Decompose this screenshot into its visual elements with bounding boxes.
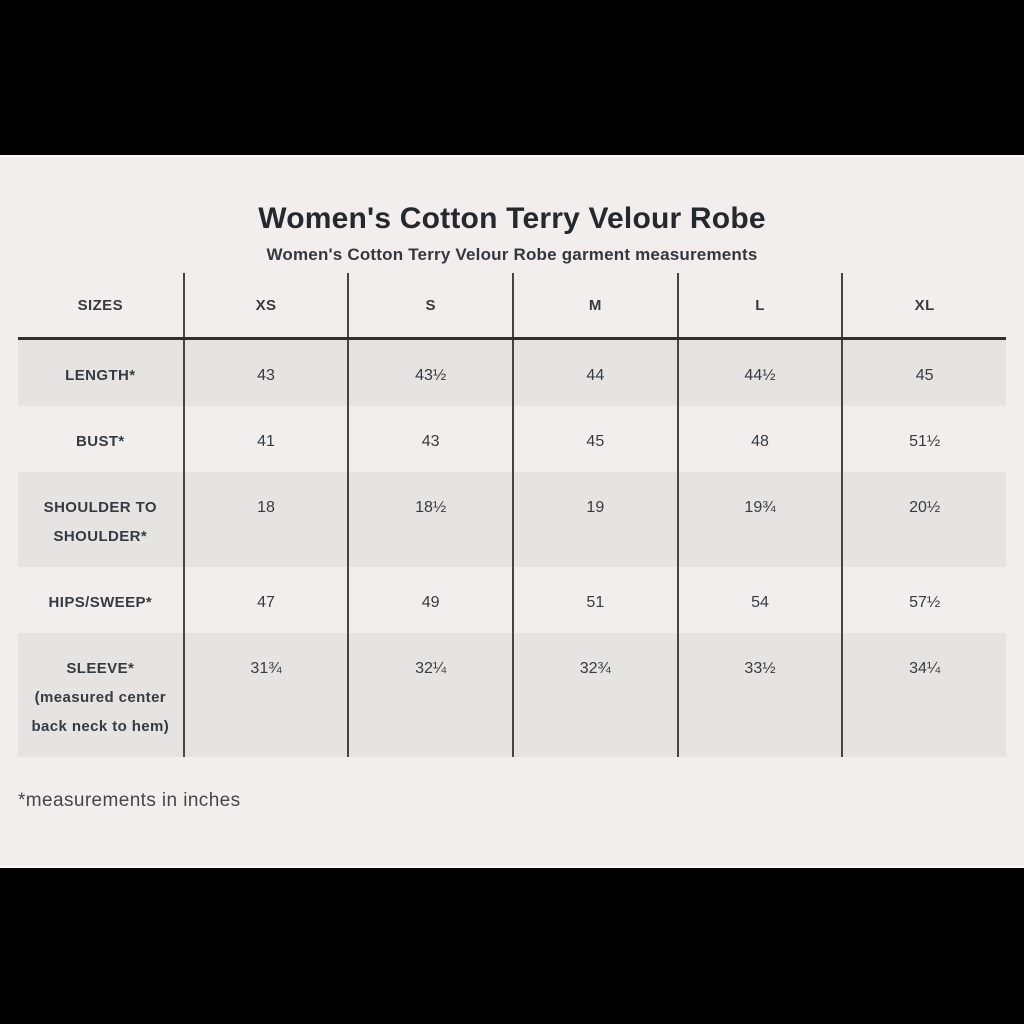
cell-value: 51 <box>512 567 677 633</box>
table-body: LENGTH* 43 43½ 44 44½ 45 BUST* 41 43 45 … <box>18 340 1006 757</box>
cell-value: 18 <box>182 472 348 567</box>
cell-value: 51½ <box>841 406 1006 472</box>
row-label: LENGTH* <box>65 367 136 384</box>
letterbox-bottom <box>0 868 1024 1024</box>
cell-value: 43 <box>182 340 348 406</box>
column-header-l: L <box>676 273 842 337</box>
table-row-shoulder: SHOULDER TO SHOULDER* 18 18½ 19 19¾ 20½ <box>18 472 1006 567</box>
row-label-main: SLEEVE* <box>66 660 135 677</box>
page-subtitle: Women's Cotton Terry Velour Robe garment… <box>266 245 758 264</box>
column-header-sizes: SIZES <box>77 296 123 314</box>
row-label: SHOULDER TO SHOULDER* <box>43 499 157 545</box>
cell-value: 57½ <box>841 567 1006 633</box>
cell-value: 45 <box>841 340 1006 406</box>
cell-value: 44½ <box>676 340 842 406</box>
cell-value: 31¾ <box>182 633 348 757</box>
page-title: Women's Cotton Terry Velour Robe <box>258 202 766 235</box>
column-header-xl: XL <box>841 273 1006 337</box>
table-row-bust: BUST* 41 43 45 48 51½ <box>18 406 1006 472</box>
cell-value: 43 <box>347 406 512 472</box>
cell-value: 45 <box>512 406 677 472</box>
row-label: SLEEVE* (measured center back neck to he… <box>18 633 183 757</box>
row-label-note: (measured center back neck to hem) <box>31 689 170 735</box>
table-header-row: SIZES XS S M L XL <box>18 273 1006 340</box>
size-chart-panel: Women's Cotton Terry Velour Robe Women's… <box>0 155 1024 868</box>
cell-value: 44 <box>512 340 677 406</box>
cell-value: 32¾ <box>512 633 677 757</box>
cell-value: 33½ <box>676 633 842 757</box>
row-label: BUST* <box>75 433 125 450</box>
cell-value: 47 <box>182 567 348 633</box>
cell-value: 49 <box>347 567 512 633</box>
cell-value: 41 <box>182 406 348 472</box>
cell-value: 18½ <box>347 472 512 567</box>
cell-value: 19¾ <box>676 472 842 567</box>
table-row-length: LENGTH* 43 43½ 44 44½ 45 <box>18 340 1006 406</box>
row-label: HIPS/SWEEP* <box>48 594 153 611</box>
cell-value: 54 <box>676 567 842 633</box>
cell-value: 32¼ <box>347 633 512 757</box>
column-header-xs: XS <box>182 273 348 337</box>
cell-value: 20½ <box>841 472 1006 567</box>
cell-value: 48 <box>676 406 842 472</box>
cell-value: 43½ <box>347 340 512 406</box>
table-row-hips-sweep: HIPS/SWEEP* 47 49 51 54 57½ <box>18 567 1006 633</box>
size-chart-table: SIZES XS S M L XL LENGTH* 43 43½ 44 44½ … <box>18 273 1006 757</box>
cell-value: 19 <box>512 472 677 567</box>
table-row-sleeve: SLEEVE* (measured center back neck to he… <box>18 633 1006 757</box>
column-header-s: S <box>347 273 512 337</box>
measurements-footnote: *measurements in inches <box>18 790 241 811</box>
column-header-m: M <box>512 273 677 337</box>
cell-value: 34¼ <box>841 633 1006 757</box>
letterbox-top <box>0 0 1024 155</box>
